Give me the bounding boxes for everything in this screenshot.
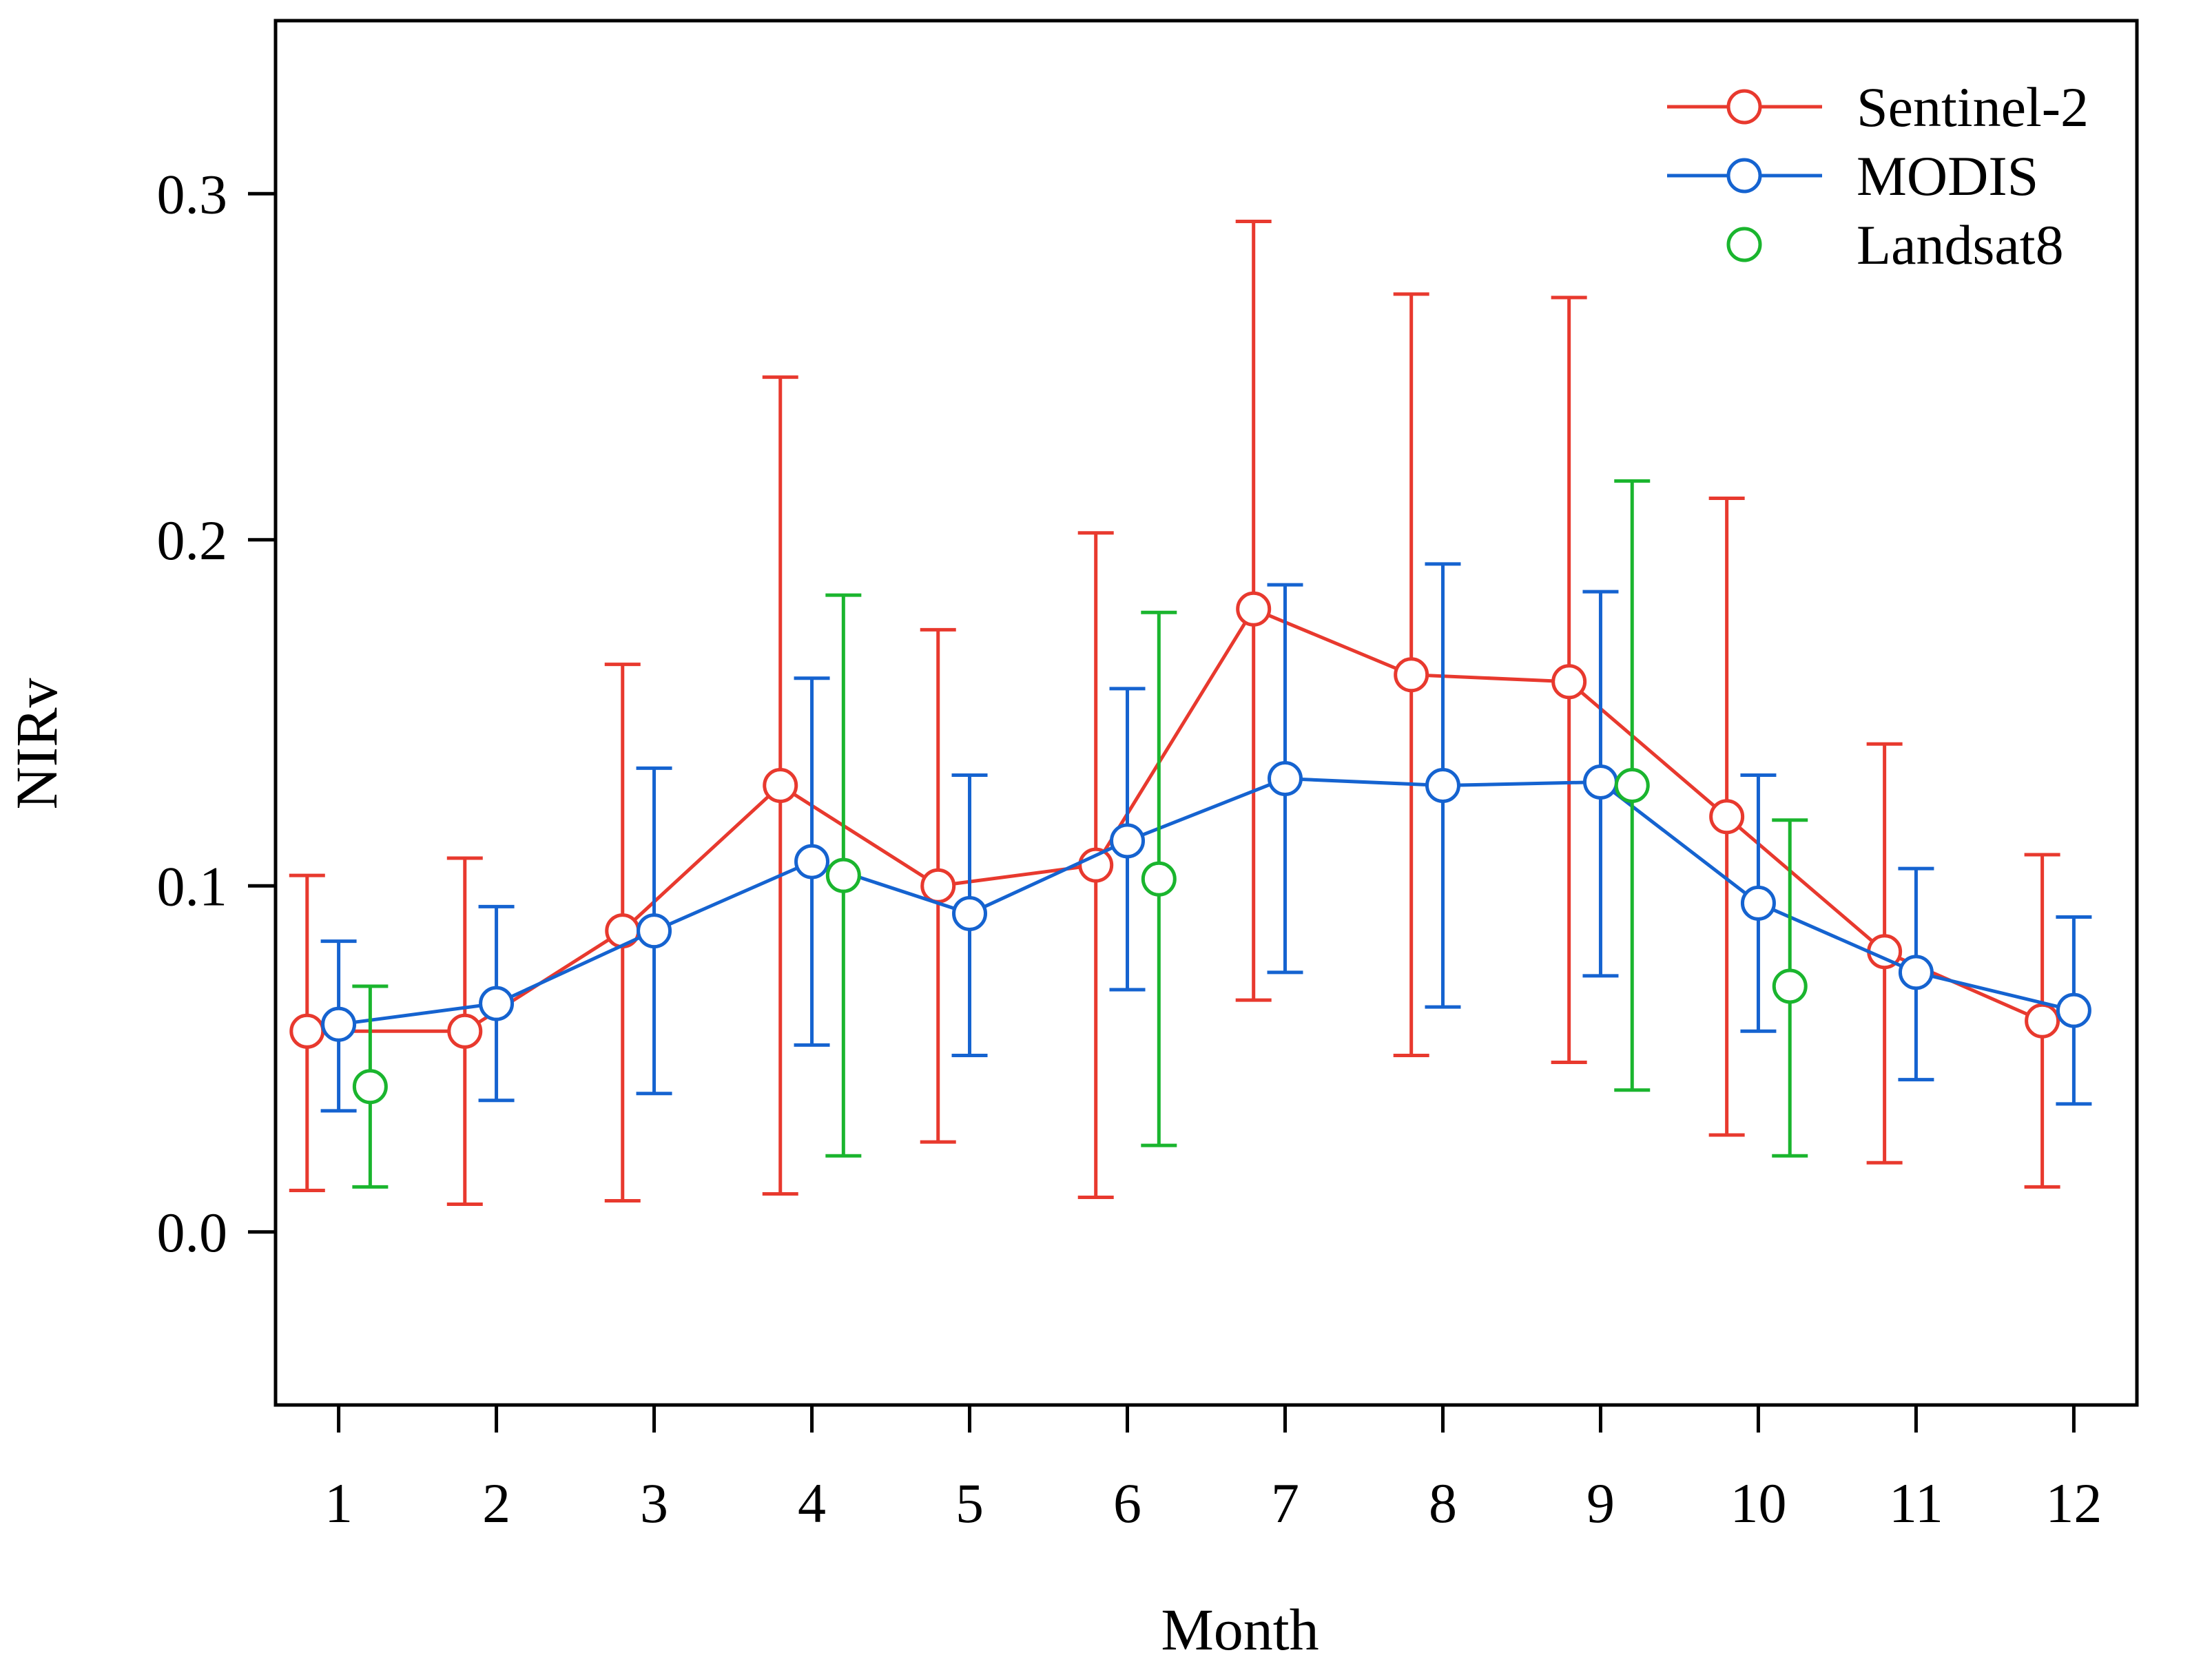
x-tick-label-8: 8 [1429,1472,1457,1534]
y-tick-label-0: 0.0 [157,1201,228,1264]
plot-marks [289,219,2092,1207]
y-tick-label-2: 0.2 [157,509,228,572]
sentinel-2-point-1 [289,1013,325,1049]
y-axis-title: NIRv [3,678,70,809]
legend-swatch-marker-modis [1726,158,1762,194]
landsat8-point-6 [1141,861,1177,897]
series-landsat8 [352,479,1808,1189]
modis-point-11 [1898,955,1934,990]
modis-point-12 [2056,992,2091,1028]
legend-swatch-marker-sentinel-2 [1726,89,1762,125]
modis-line [338,776,2074,1026]
x-tick-label-4: 4 [798,1472,826,1534]
x-tick-label-1: 1 [324,1472,353,1534]
x-tick-label-7: 7 [1271,1472,1299,1534]
sentinel-2-point-9 [1551,664,1587,700]
modis-point-5 [952,895,988,931]
modis-point-10 [1740,885,1776,921]
sentinel-2-point-5 [920,868,956,904]
landsat8-point-9 [1614,768,1650,804]
sentinel-2-point-10 [1709,799,1745,835]
y-tick-label-3: 0.3 [157,163,228,225]
series-modis [320,562,2092,1113]
x-tick-label-5: 5 [955,1472,984,1534]
x-tick-label-2: 2 [482,1472,510,1534]
x-tick-label-9: 9 [1586,1472,1615,1534]
sentinel-2-point-12 [2025,1003,2060,1039]
x-tick-label-3: 3 [640,1472,668,1534]
modis-point-3 [637,913,672,949]
legend-item-sentinel-2: Sentinel-2 [1667,76,2089,138]
y-tick-label-1: 0.1 [157,855,228,917]
modis-point-8 [1425,768,1460,804]
modis-point-1 [321,1006,357,1042]
modis-point-7 [1267,760,1303,796]
x-tick-label-10: 10 [1730,1472,1786,1534]
legend-swatch-marker-landsat8 [1726,227,1762,262]
legend-label-landsat8: Landsat8 [1857,214,2064,276]
plot-frame [273,19,2139,1407]
legend: Sentinel-2 MODIS Landsat8 [1667,76,2089,276]
legend-label-sentinel-2: Sentinel-2 [1857,76,2089,138]
modis-point-2 [479,986,515,1021]
modis-point-4 [794,844,830,879]
sentinel-2-line [307,607,2043,1033]
modis-point-9 [1582,764,1618,800]
x-tick-label-6: 6 [1113,1472,1141,1534]
sentinel-2-point-7 [1236,591,1272,627]
y-axis: 0.0 0.1 0.2 0.3 [157,163,276,1264]
x-axis-title: Month [1161,1596,1319,1663]
sentinel-2-point-8 [1394,657,1429,693]
x-axis: 1 2 3 4 5 6 7 8 9 10 11 12 [324,1405,2102,1534]
landsat8-point-1 [352,1069,388,1105]
legend-label-modis: MODIS [1857,145,2038,207]
landsat8-point-4 [825,857,861,893]
x-tick-label-12: 12 [2045,1472,2102,1534]
legend-item-landsat8: Landsat8 [1726,214,2064,276]
legend-item-modis: MODIS [1667,145,2038,207]
landsat8-point-10 [1772,968,1808,1004]
sentinel-2-point-2 [447,1013,483,1049]
sentinel-2-point-4 [763,768,798,804]
modis-point-6 [1110,823,1146,859]
series-sentinel-2 [289,219,2060,1207]
x-tick-label-11: 11 [1889,1472,1943,1534]
